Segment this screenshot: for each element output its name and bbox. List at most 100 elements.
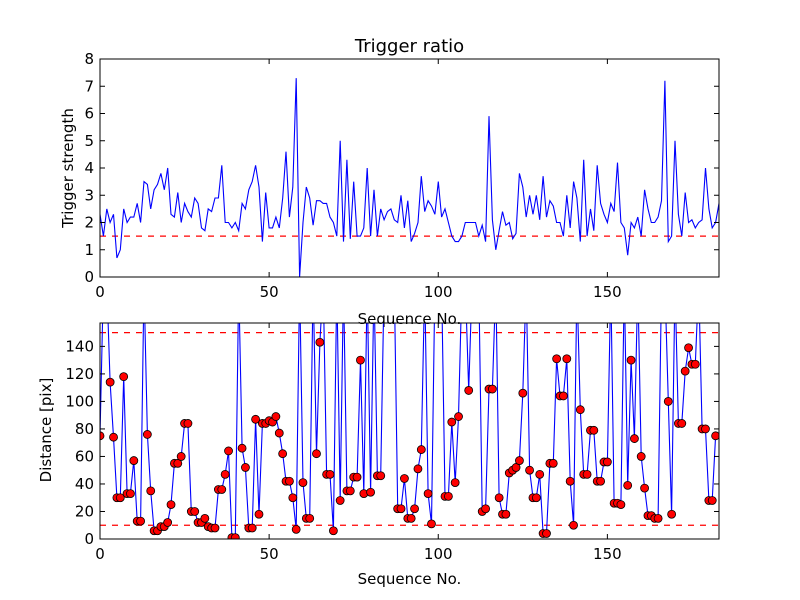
data-point	[305, 513, 315, 523]
data-point	[396, 504, 406, 514]
y-tick-label: 8	[84, 50, 94, 68]
data-point	[119, 372, 129, 382]
data-point	[247, 523, 257, 533]
data-point	[376, 471, 386, 481]
data-point	[352, 472, 362, 482]
data-point	[241, 463, 250, 472]
data-point	[663, 397, 673, 406]
x-tick-label: 150	[593, 545, 622, 563]
data-point	[325, 469, 335, 479]
data-point	[173, 458, 183, 468]
data-point	[481, 504, 491, 514]
data-point	[274, 428, 284, 438]
data-point	[630, 434, 639, 443]
data-point	[680, 366, 690, 376]
data-point	[515, 456, 524, 465]
data-point	[626, 355, 636, 365]
data-point	[447, 417, 457, 427]
data-point	[298, 478, 308, 487]
data-point	[345, 486, 355, 496]
y-axis-label-bottom: Distance [pix]	[37, 378, 55, 483]
data-point	[450, 478, 460, 487]
data-point	[406, 513, 416, 523]
y-tick-label: 4	[84, 159, 94, 177]
data-point	[464, 386, 474, 395]
data-layer	[100, 78, 719, 277]
data-layer	[100, 323, 719, 539]
x-axis-label-bottom: Sequence No.	[358, 570, 462, 588]
y-tick-label: 5	[84, 132, 94, 150]
data-point	[602, 457, 612, 467]
data-point	[582, 469, 592, 479]
data-point	[224, 446, 233, 456]
data-point	[443, 491, 453, 501]
data-point	[190, 507, 200, 516]
data-point	[146, 486, 156, 496]
y-tick-label: 80	[75, 420, 94, 438]
data-point	[535, 469, 545, 479]
x-tick-label: 0	[95, 283, 105, 301]
y-tick-label: 3	[84, 186, 94, 204]
data-point	[105, 377, 115, 387]
y-tick-label: 2	[84, 214, 94, 232]
data-point	[589, 425, 599, 435]
data-point	[251, 414, 260, 424]
data-point	[400, 474, 409, 483]
y-axis-label-top: Trigger strength	[59, 108, 77, 229]
data-point	[525, 465, 534, 475]
data-point	[518, 388, 528, 398]
data-point	[487, 384, 497, 394]
data-point	[237, 443, 247, 453]
distance-plot-area: 0 50 100 150 0 20 40 60 80 100 120 140	[65, 322, 720, 563]
data-point	[501, 509, 511, 519]
data-point	[220, 469, 230, 479]
data-point	[142, 430, 152, 439]
data-point	[278, 449, 288, 459]
y-tick-label: 20	[75, 502, 94, 520]
y-tick-label: 6	[84, 105, 94, 123]
data-point	[285, 476, 294, 486]
data-point	[288, 493, 298, 503]
y-tick-label: 140	[65, 337, 94, 355]
data-point	[454, 412, 463, 421]
data-point	[200, 513, 210, 523]
x-tick-label: 0	[95, 545, 105, 563]
data-point	[356, 355, 365, 365]
data-point	[115, 493, 125, 503]
data-point	[410, 504, 419, 514]
data-point	[416, 445, 426, 454]
data-point	[291, 524, 301, 534]
y-tick-label: 100	[65, 392, 94, 410]
data-point	[210, 523, 220, 533]
data-point	[427, 519, 436, 529]
data-point	[328, 526, 338, 536]
y-tick-label: 120	[65, 365, 94, 383]
y-tick-label: 1	[84, 241, 94, 259]
data-point	[183, 419, 193, 428]
data-point	[126, 489, 135, 498]
data-point	[623, 480, 633, 490]
data-point	[701, 424, 710, 434]
data-point	[684, 343, 693, 353]
x-tick-label: 100	[424, 283, 453, 301]
x-tick-label: 50	[260, 545, 279, 563]
data-point	[636, 452, 646, 461]
y-tick-label: 60	[75, 447, 94, 465]
data-point	[569, 520, 578, 530]
data-point	[677, 419, 687, 428]
data-point	[562, 354, 572, 364]
data-point	[616, 500, 626, 510]
data-point	[690, 359, 700, 369]
x-tick-label: 150	[593, 283, 622, 301]
data-point	[254, 509, 264, 519]
data-point	[707, 496, 717, 505]
data-point	[176, 452, 186, 461]
data-point	[335, 496, 345, 505]
series-line	[100, 78, 719, 277]
data-point	[100, 431, 105, 441]
data-point	[531, 493, 541, 503]
data-point	[565, 476, 575, 486]
data-point	[548, 458, 558, 468]
